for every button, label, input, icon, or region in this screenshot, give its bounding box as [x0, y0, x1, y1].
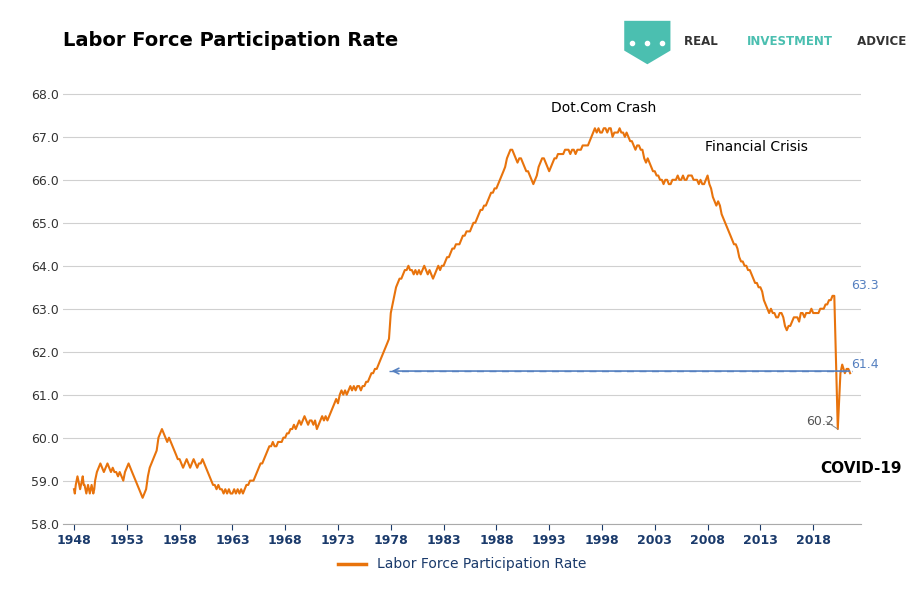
Text: ADVICE: ADVICE — [853, 35, 906, 48]
Polygon shape — [624, 21, 670, 64]
Text: Labor Force Participation Rate: Labor Force Participation Rate — [63, 30, 399, 49]
Text: REAL: REAL — [684, 35, 722, 48]
Text: INVESTMENT: INVESTMENT — [747, 35, 833, 48]
Text: Financial Crisis: Financial Crisis — [706, 140, 808, 154]
Text: 63.3: 63.3 — [852, 278, 879, 292]
Text: 61.4: 61.4 — [852, 358, 879, 371]
Text: COVID-19: COVID-19 — [821, 461, 902, 476]
Text: 60.2: 60.2 — [805, 415, 834, 428]
Legend: Labor Force Participation Rate: Labor Force Participation Rate — [333, 552, 592, 577]
Text: Dot.Com Crash: Dot.Com Crash — [551, 101, 657, 115]
